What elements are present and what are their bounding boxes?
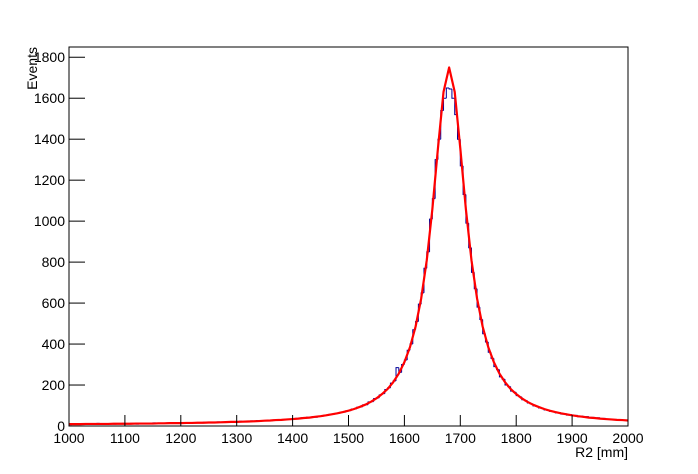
x-tick-label: 1200 — [165, 430, 196, 446]
y-tick-label: 200 — [42, 377, 66, 393]
y-tick-label: 1400 — [34, 131, 65, 147]
y-tick-label: 400 — [42, 336, 66, 352]
x-tick-label: 1900 — [557, 430, 588, 446]
y-tick-label: 1200 — [34, 172, 65, 188]
x-tick-label: 1100 — [110, 430, 140, 446]
x-tick-label: 1400 — [277, 430, 308, 446]
plot-area — [68, 66, 629, 426]
x-tick-label: 1800 — [501, 430, 532, 446]
y-tick-label: 1000 — [34, 213, 65, 229]
x-tick-label: 1600 — [389, 430, 420, 446]
x-tick-label: 1300 — [221, 430, 252, 446]
y-tick-label: 0 — [57, 418, 65, 434]
x-tick-label: 1000 — [53, 430, 84, 446]
y-tick-label: 600 — [42, 295, 66, 311]
fit-line — [69, 66, 629, 426]
y-tick-label: 1600 — [34, 90, 65, 106]
x-axis-label: R2 [mm] — [575, 444, 628, 460]
histogram-bin — [445, 87, 450, 99]
x-tick-label: 1700 — [445, 430, 476, 446]
x-tick-label: 1500 — [333, 430, 364, 446]
y-axis-label: Events — [24, 47, 40, 90]
y-tick-label: 800 — [42, 254, 66, 270]
y-tick-label: 1800 — [34, 49, 65, 65]
histogram-bin — [451, 88, 455, 99]
histogram-bin — [448, 87, 452, 90]
x-tick-label: 2000 — [612, 430, 643, 446]
